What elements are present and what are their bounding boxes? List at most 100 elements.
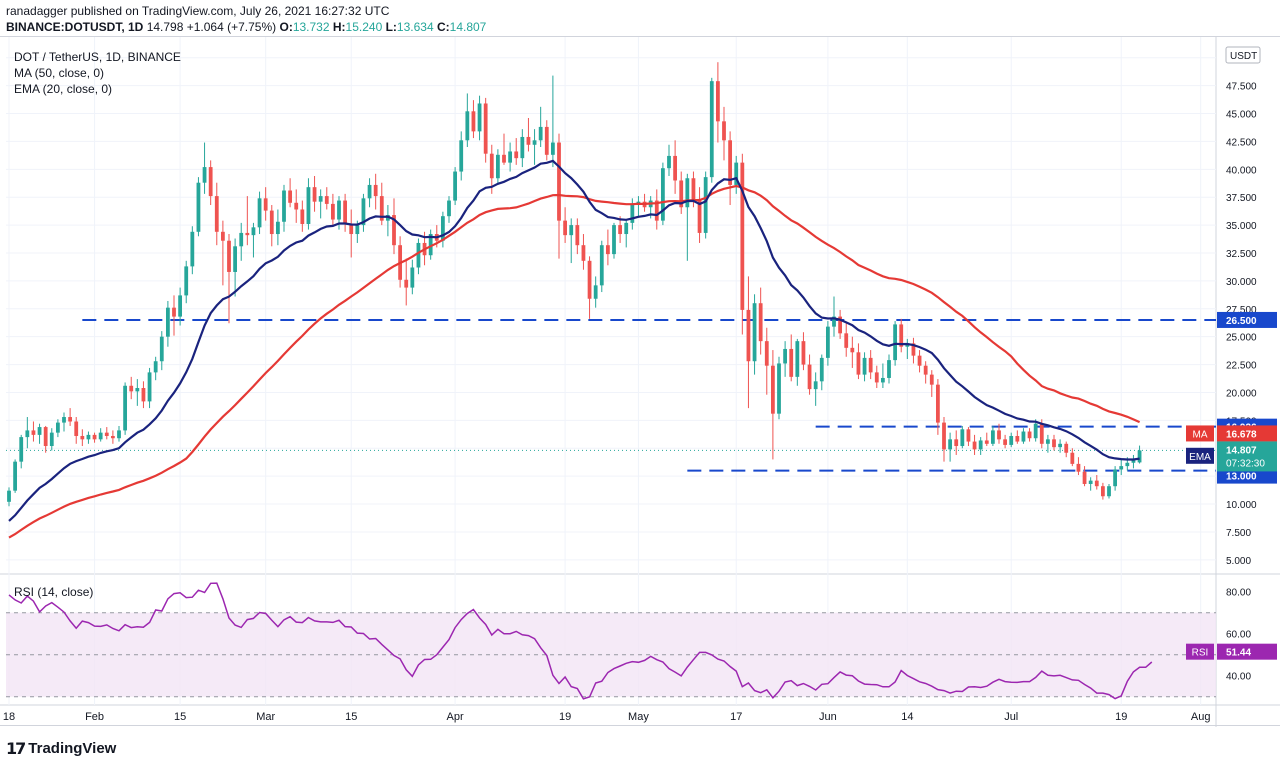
candle-body (440, 216, 445, 241)
candle-body (612, 225, 616, 255)
candle-body (123, 385, 128, 431)
candle-body (220, 231, 225, 241)
horizontal-levels (6, 318, 1216, 472)
candle-body (489, 153, 494, 179)
price-tick-label: 5.000 (1226, 556, 1251, 567)
rsi-tick-label: 80.00 (1226, 588, 1251, 599)
candle-body (129, 385, 134, 392)
candle-body (19, 437, 24, 462)
time-tick-label: 18 (3, 711, 15, 723)
candle-body (453, 171, 458, 201)
candle-body (37, 427, 42, 435)
candle-body (557, 142, 561, 221)
candle-body (361, 198, 366, 226)
ema-badge-bg (1186, 447, 1214, 464)
price-tick-label: 37.500 (1226, 193, 1257, 204)
candle-body (141, 388, 146, 402)
candle-body (691, 178, 696, 201)
rsi-value-tag-bg (1217, 643, 1277, 660)
currency-box (1225, 46, 1261, 64)
candle-body (483, 103, 488, 154)
candlesticks (7, 62, 1142, 507)
candle-body (459, 140, 464, 172)
candle-body (587, 260, 592, 299)
candle-body (1137, 450, 1142, 463)
candle-body (1027, 431, 1032, 439)
candle-body (159, 336, 164, 362)
candle-body (954, 439, 959, 447)
candle-body (385, 215, 390, 221)
candle-body (654, 200, 659, 221)
price-axis[interactable]: 5.0007.50010.00012.50015.00017.50020.000… (1186, 46, 1277, 683)
price-grid (0, 37, 1280, 727)
candle-body (104, 432, 109, 436)
price-tick-label: 40.000 (1226, 165, 1257, 176)
candle-body (740, 162, 745, 310)
candle-body (520, 136, 525, 159)
price-tick-label: 47.500 (1226, 82, 1257, 93)
candle-body (263, 198, 268, 211)
candle-body (62, 417, 66, 423)
candle-body (447, 200, 451, 217)
candle-body (783, 348, 788, 364)
candle-body (813, 381, 818, 390)
candle-body (349, 223, 354, 235)
ema-badge: EMA (1189, 452, 1211, 463)
candle-body (532, 140, 537, 145)
open-value: 13.732 (292, 20, 330, 34)
ma-50-line (8, 184, 1141, 539)
candle-body (569, 225, 574, 236)
candle-body (337, 200, 341, 220)
candle-body (98, 432, 103, 440)
candle-body (1039, 423, 1044, 444)
chart-header: ranadagger published on TradingView.com,… (0, 0, 1280, 36)
candle-body (1100, 486, 1105, 497)
candle-body (214, 196, 219, 232)
candle-body (893, 324, 898, 361)
candle-body (868, 357, 873, 373)
candle-body (355, 225, 360, 235)
chart-title: DOT / TetherUS, 1D, BINANCE (14, 50, 181, 64)
candle-body (184, 266, 189, 296)
time-tick-label: 17 (730, 711, 742, 723)
candle-body (685, 178, 690, 208)
candle-body (343, 200, 348, 224)
publisher-line: ranadagger published on TradingView.com,… (6, 4, 390, 18)
ma-value-tag: 16.678 (1226, 429, 1257, 440)
candle-body (190, 231, 195, 267)
price-change-value: +1.064 (+7.75%) (186, 20, 277, 34)
candle-body (630, 205, 635, 223)
candle-body (856, 352, 861, 375)
candle-body (300, 209, 305, 224)
candle-body (1076, 463, 1081, 472)
candle-body (416, 242, 421, 268)
candle-body (269, 210, 274, 235)
price-tick-label: 22.500 (1226, 361, 1257, 372)
time-tick-label: 19 (1115, 711, 1127, 723)
candle-body (825, 326, 830, 358)
candle-body (245, 232, 250, 236)
candle-body (789, 348, 794, 377)
candle-body (715, 81, 720, 122)
rsi-badge: RSI (1192, 648, 1209, 659)
tradingview-brand[interactable]: 17 TradingView (6, 738, 116, 758)
time-tick-label: Jul (1004, 711, 1018, 723)
candle-body (880, 377, 885, 383)
brand-name: TradingView (28, 739, 117, 757)
low-value: 13.634 (396, 20, 434, 34)
candle-body (7, 490, 11, 502)
time-axis[interactable]: 18 Feb 15 Mar 15 Apr 19 May 17 Jun 14 Jul 19 Aug (3, 711, 1211, 723)
chart-area[interactable]: 5.0007.50010.00012.50015.00017.50020.000… (0, 36, 1280, 727)
candle-body (728, 140, 733, 185)
price-chart-svg[interactable]: 5.0007.50010.00012.50015.00017.50020.000… (0, 37, 1280, 727)
candle-body (709, 81, 714, 178)
time-tick-label: 19 (559, 711, 571, 723)
candle-body (795, 341, 800, 377)
candle-body (819, 357, 824, 382)
candle-body (917, 355, 922, 366)
high-value: 15.240 (345, 20, 383, 34)
candle-body (673, 155, 678, 181)
level-26500-tag-bg (1217, 311, 1277, 328)
candle-body (850, 347, 855, 353)
candle-body (514, 151, 519, 159)
